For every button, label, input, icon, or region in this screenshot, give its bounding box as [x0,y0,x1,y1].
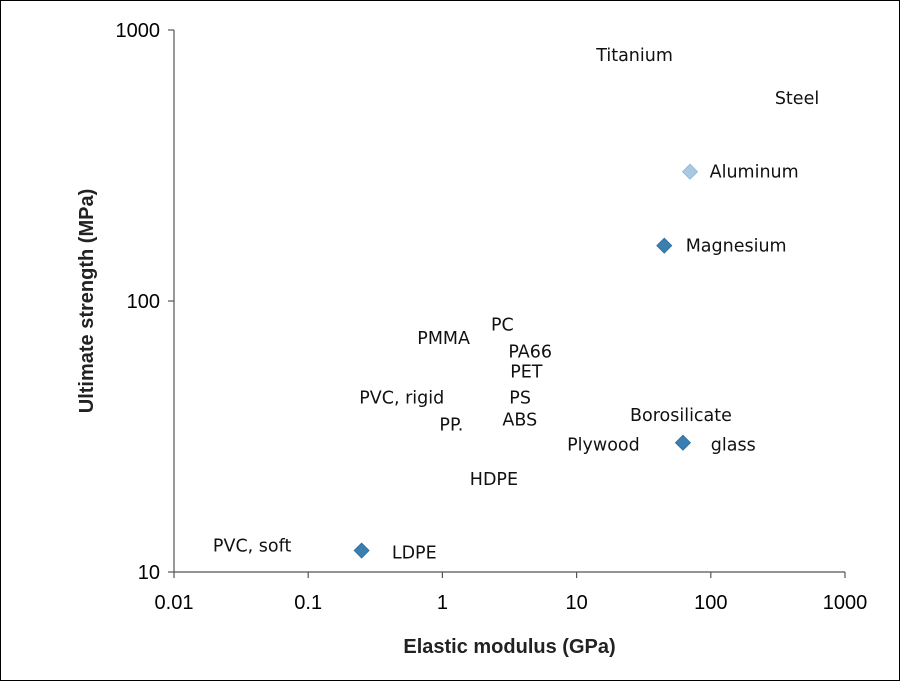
point-label: Aluminum [710,163,799,183]
axes [173,30,845,573]
y-tick-label: 1000 [116,20,161,42]
point-label: PA66 [508,343,552,363]
y-tick-label: 100 [127,291,160,313]
point-label: ABS [502,411,537,431]
point-label: PET [510,362,543,382]
point-label: Borosilicate [630,406,732,426]
point-label: PMMA [417,329,470,349]
point-label: PP. [439,416,463,436]
y-tick-label: 10 [138,562,160,584]
x-tick-label: 10 [565,592,587,614]
point-label: glass [711,436,756,456]
point-label: PVC, soft [213,537,292,557]
point-labels: Titanium Steel Aluminum Magnesium PC PMMA PA66… [213,46,819,564]
x-tick-label: 1 [437,592,448,614]
data-markers [353,163,699,559]
point-label: HDPE [470,470,518,490]
point-label: PVC, rigid [359,389,444,409]
point-label: Plywood [567,436,640,456]
point-label: Magnesium [686,237,787,257]
data-point-marker [656,237,673,254]
x-tick-label: 0.1 [294,592,322,614]
x-tick-label: 0.01 [155,592,194,614]
x-tick-label: 1000 [823,592,868,614]
data-point-marker [353,542,370,559]
point-label: PC [491,315,514,335]
x-ticks: 0.01 0.1 1 10 100 1000 [155,572,868,614]
data-point-marker [674,434,692,451]
point-label: Titanium [595,46,673,66]
x-axis-title: Elastic modulus (GPa) [403,636,615,658]
point-label: LDPE [392,544,437,564]
data-point-marker [681,163,699,180]
y-axis-title: Ultimate strength (MPa) [76,189,98,413]
x-tick-label: 100 [694,592,727,614]
point-label: PS [509,389,531,409]
y-ticks: 10 100 1000 [116,20,174,584]
point-label: Steel [775,89,819,109]
